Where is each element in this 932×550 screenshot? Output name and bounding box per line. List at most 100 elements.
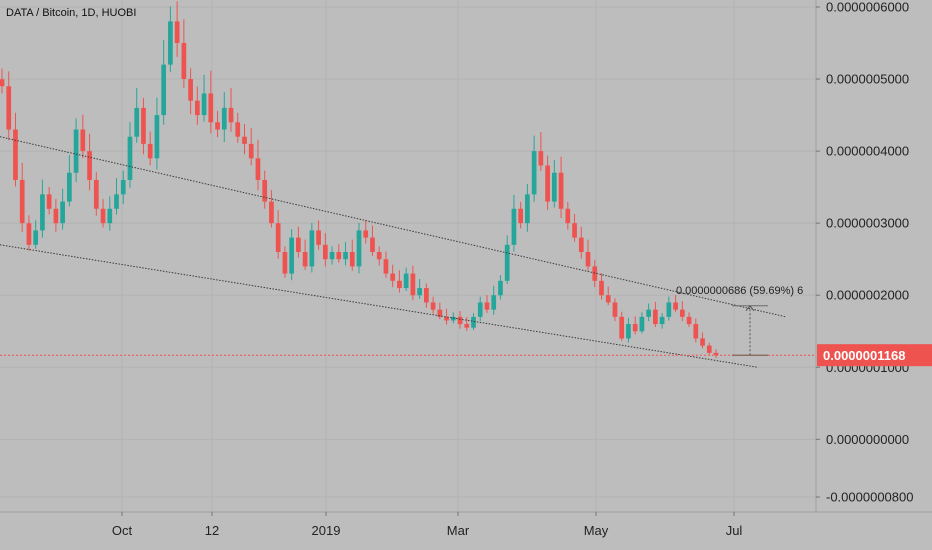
candle[interactable] (343, 252, 348, 260)
candle[interactable] (484, 302, 490, 310)
upper-trendline[interactable] (0, 136, 787, 318)
candle[interactable] (53, 208, 59, 224)
candle[interactable] (60, 201, 65, 224)
candle[interactable] (154, 115, 160, 159)
candle[interactable] (127, 136, 133, 180)
candle[interactable] (585, 252, 591, 267)
candle[interactable] (558, 172, 564, 209)
candle[interactable] (390, 273, 396, 281)
candle[interactable] (80, 129, 86, 152)
candle[interactable] (551, 172, 557, 202)
candle[interactable] (531, 151, 537, 195)
candle[interactable] (363, 230, 369, 238)
candle[interactable] (0, 79, 5, 87)
candle[interactable] (100, 208, 106, 224)
candle[interactable] (424, 288, 429, 303)
candle[interactable] (161, 64, 167, 116)
candle[interactable] (255, 158, 261, 180)
candle[interactable] (457, 316, 463, 325)
candle[interactable] (275, 223, 281, 252)
candle[interactable] (444, 316, 449, 321)
lower-trendline[interactable] (0, 244, 759, 368)
candle[interactable] (686, 316, 692, 325)
candle[interactable] (215, 122, 220, 130)
time-axis[interactable] (0, 512, 932, 550)
candle[interactable] (181, 43, 187, 80)
candle[interactable] (383, 259, 389, 274)
candle[interactable] (147, 143, 153, 159)
candle[interactable] (248, 143, 254, 159)
candle[interactable] (302, 252, 308, 267)
candle[interactable] (673, 302, 678, 310)
candle[interactable] (477, 302, 483, 317)
candle[interactable] (679, 309, 685, 317)
candle[interactable] (13, 129, 18, 180)
candle[interactable] (545, 165, 550, 202)
candle[interactable] (174, 21, 180, 44)
candle[interactable] (578, 237, 584, 252)
candle[interactable] (464, 324, 470, 328)
candle[interactable] (525, 194, 530, 224)
candle[interactable] (316, 230, 321, 245)
candle[interactable] (437, 309, 443, 317)
candle[interactable] (168, 21, 173, 65)
candle[interactable] (538, 151, 544, 166)
candle[interactable] (26, 223, 32, 245)
candle[interactable] (626, 324, 631, 339)
candle[interactable] (605, 295, 611, 303)
candle[interactable] (356, 230, 362, 267)
candle[interactable] (114, 194, 119, 209)
candle[interactable] (592, 266, 598, 281)
candle[interactable] (188, 79, 193, 101)
candle[interactable] (194, 100, 200, 116)
candle[interactable] (322, 244, 328, 260)
candle[interactable] (376, 252, 382, 260)
candle[interactable] (713, 352, 719, 356)
candle[interactable] (693, 324, 699, 339)
candle[interactable] (572, 223, 577, 238)
candle[interactable] (67, 172, 72, 202)
candle[interactable] (228, 107, 234, 123)
candle[interactable] (242, 136, 247, 144)
candle[interactable] (632, 324, 638, 332)
candle[interactable] (646, 309, 651, 317)
candle[interactable] (450, 316, 456, 321)
candle[interactable] (370, 237, 375, 252)
candle[interactable] (262, 179, 268, 202)
candle[interactable] (471, 316, 476, 328)
candle[interactable] (33, 230, 39, 245)
candle[interactable] (700, 338, 705, 346)
candle[interactable] (73, 129, 79, 173)
candle[interactable] (282, 252, 288, 274)
candle[interactable] (87, 151, 92, 180)
candle[interactable] (46, 194, 52, 209)
candle[interactable] (235, 122, 241, 137)
candle[interactable] (93, 179, 99, 209)
candle[interactable] (619, 316, 625, 339)
candle[interactable] (40, 194, 45, 231)
candle[interactable] (653, 309, 658, 325)
candle[interactable] (518, 208, 524, 224)
candle[interactable] (6, 86, 12, 130)
price-axis[interactable] (816, 0, 932, 550)
candle[interactable] (498, 280, 503, 296)
candle[interactable] (565, 208, 571, 224)
candle[interactable] (504, 244, 510, 281)
candle[interactable] (134, 107, 140, 137)
candle[interactable] (19, 179, 25, 224)
candle[interactable] (296, 237, 301, 252)
candle[interactable] (309, 230, 315, 267)
candle[interactable] (639, 316, 645, 332)
candle[interactable] (397, 280, 402, 289)
candle[interactable] (491, 295, 497, 310)
candle[interactable] (120, 179, 126, 195)
candle[interactable] (666, 302, 672, 317)
candle[interactable] (329, 252, 335, 260)
candle[interactable] (599, 280, 604, 296)
candle[interactable] (221, 107, 227, 130)
candle[interactable] (410, 273, 416, 296)
candle[interactable] (208, 93, 214, 123)
candle[interactable] (511, 208, 517, 245)
candle[interactable] (417, 288, 422, 296)
